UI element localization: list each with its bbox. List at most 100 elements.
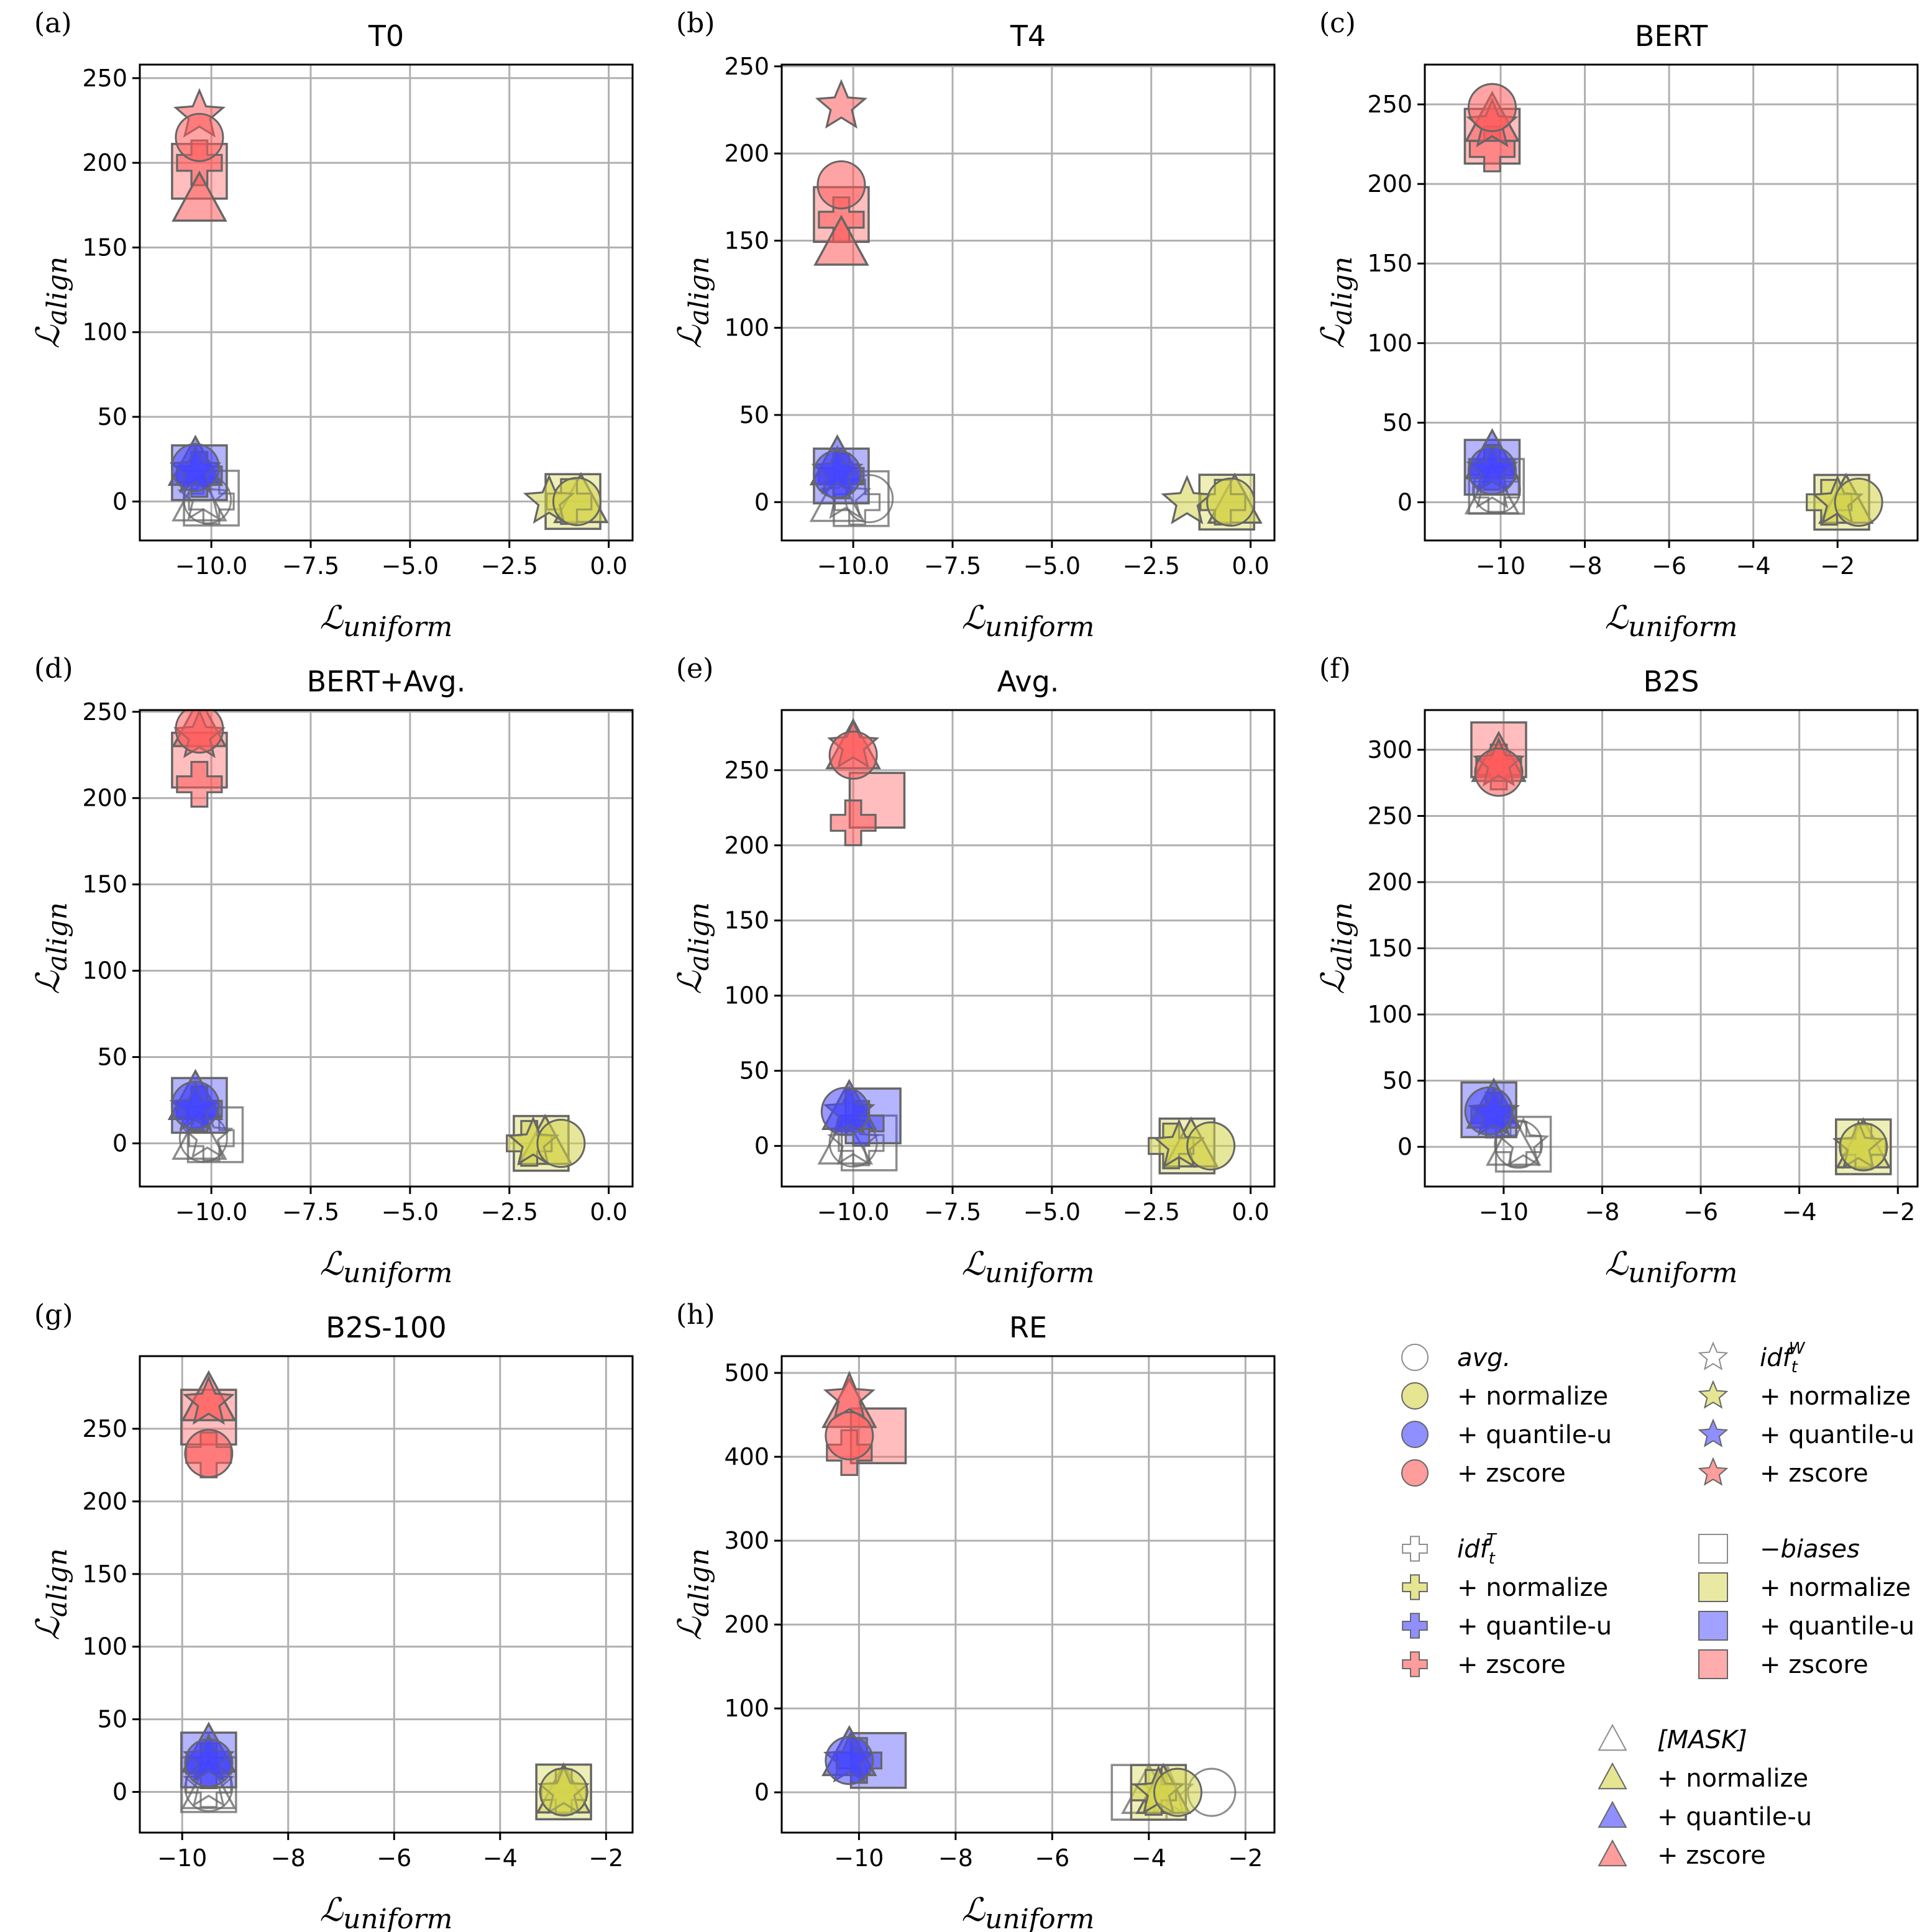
y-tick-label: 300 xyxy=(1367,736,1412,763)
legend-label: [MASK] xyxy=(1657,1726,1747,1754)
y-tick-label: 0 xyxy=(1397,489,1412,516)
x-tick-label: 0.0 xyxy=(590,1198,627,1226)
y-axis-label-sub: align xyxy=(684,902,715,971)
legend-label-main: + normalize xyxy=(1760,1382,1911,1411)
point-circle-yellow xyxy=(552,476,601,526)
y-tick-label: 50 xyxy=(98,1044,127,1071)
legend-label: −biases xyxy=(1760,1535,1860,1564)
x-tick-label: −5.0 xyxy=(1023,552,1081,580)
x-tick-label: −6 xyxy=(1652,552,1686,580)
x-tick-label: 0.0 xyxy=(1232,1198,1269,1226)
y-axis-label: ℒalign xyxy=(1315,257,1358,349)
y-axis-label: ℒalign xyxy=(672,1548,715,1640)
x-tick-label: −5.0 xyxy=(382,552,439,580)
legend-label-main: + quantile-u xyxy=(1760,1612,1914,1641)
point-circle-red xyxy=(175,710,224,754)
point-triangle-none xyxy=(172,470,227,522)
y-tick-label: 150 xyxy=(724,227,769,254)
y-tick-label: 150 xyxy=(82,234,127,261)
y-tick-label: 150 xyxy=(1367,250,1412,277)
x-tick-label: −7.5 xyxy=(282,552,339,580)
legend-marker-triangle-blue xyxy=(1598,1800,1627,1828)
legend-marker-triangle-red xyxy=(1598,1839,1627,1867)
y-axis-label: ℒalign xyxy=(30,902,73,994)
y-tick-label: 250 xyxy=(82,1415,127,1442)
y-axis-label-main: ℒ xyxy=(672,324,709,349)
x-axis-label-main: ℒ xyxy=(320,599,344,637)
y-tick-label: 150 xyxy=(1367,935,1412,962)
data-points xyxy=(1463,83,1883,531)
y-tick-label: 150 xyxy=(82,1561,127,1588)
point-circle-blue xyxy=(171,1080,221,1130)
x-axis-label-sub: uniform xyxy=(1628,1257,1737,1289)
y-axis-label-main: ℒ xyxy=(30,1616,67,1641)
y-axis-label-main: ℒ xyxy=(672,970,709,995)
x-tick-label: −4 xyxy=(1782,1198,1817,1226)
panel-letter: (d) xyxy=(34,653,73,685)
y-tick-label: 0 xyxy=(754,1779,769,1806)
point-circle-none xyxy=(1494,1119,1544,1169)
point-circle-blue xyxy=(820,1087,870,1136)
x-tick-label: −2 xyxy=(1228,1844,1263,1872)
point-circle-blue xyxy=(1467,445,1517,495)
y-tick-label: 100 xyxy=(82,957,127,985)
point-star-red xyxy=(815,79,867,129)
legend-marker-plus-none xyxy=(1402,1536,1428,1562)
y-tick-label: 200 xyxy=(82,785,127,812)
y-tick-label: 0 xyxy=(754,488,769,516)
x-axis-label: ℒuniform xyxy=(962,1892,1095,1932)
legend-label: + zscore xyxy=(1457,1459,1566,1488)
legend: avg.+ normalize+ quantile-u+ zscoreidftW… xyxy=(1401,1339,1914,1870)
panel-title: RE xyxy=(1009,1311,1047,1344)
data-points xyxy=(167,88,609,531)
x-tick-label: −7.5 xyxy=(924,552,981,580)
panel-a: −10.0 −7.5 −5.0 −2.5 0.0 0 50 100 150 200 250 T0 (a)… xyxy=(30,7,634,643)
point-triangle-red xyxy=(813,214,869,266)
point-circle-red xyxy=(184,1429,234,1479)
legend-label: + normalize xyxy=(1457,1382,1608,1411)
point-circle-yellow xyxy=(1186,1121,1236,1171)
legend-label-sup: W xyxy=(1789,1339,1806,1358)
y-tick-label: 200 xyxy=(82,1488,127,1515)
y-tick-label: 0 xyxy=(112,488,127,515)
point-circle-blue xyxy=(1464,1087,1514,1136)
legend-marker-plus-blue xyxy=(1402,1613,1428,1639)
y-axis-label-main: ℒ xyxy=(1315,970,1352,995)
point-circle-yellow xyxy=(1834,477,1883,527)
legend-label: + quantile-u xyxy=(1760,1421,1914,1449)
y-tick-label: 200 xyxy=(724,140,769,167)
panel-letter: (f) xyxy=(1319,653,1351,685)
legend-label: + quantile-u xyxy=(1457,1421,1612,1449)
x-tick-label: 0.0 xyxy=(1232,552,1269,580)
y-axis-label: ℒalign xyxy=(30,1548,73,1640)
y-tick-label: 100 xyxy=(1367,1001,1412,1028)
panel-g: −10 −8 −6 −4 −2 0 50 100 150 200 250 B2S-100 (g) ℒuni… xyxy=(30,1299,634,1932)
point-circle-red xyxy=(828,731,878,780)
panel-title: Avg. xyxy=(997,665,1059,698)
x-tick-label: −2.5 xyxy=(481,552,538,580)
y-axis-label: ℒalign xyxy=(30,257,73,349)
x-axis-label-main: ℒ xyxy=(1605,1246,1629,1283)
legend-label: + quantile-u xyxy=(1457,1612,1612,1641)
x-axis-label: ℒuniform xyxy=(320,1246,453,1289)
y-tick-label: 300 xyxy=(724,1527,769,1554)
y-tick-label: 100 xyxy=(724,1695,769,1722)
legend-label-main: [MASK] xyxy=(1657,1726,1747,1754)
y-tick-label: 150 xyxy=(724,907,769,934)
point-triangle-red xyxy=(172,170,227,222)
legend-marker-triangle-none xyxy=(1598,1723,1627,1751)
legend-label-main: + normalize xyxy=(1457,1382,1608,1411)
x-tick-label: −4 xyxy=(483,1844,518,1872)
x-axis-label-sub: uniform xyxy=(1628,611,1737,643)
point-plus-red xyxy=(830,799,877,847)
legend-marker-circle-red xyxy=(1401,1459,1429,1487)
legend-marker-star-yellow xyxy=(1698,1380,1729,1409)
point-circle-blue xyxy=(825,1736,874,1785)
x-tick-label: −2.5 xyxy=(1123,552,1180,580)
point-circle-red xyxy=(1474,747,1524,797)
legend-label-main: + zscore xyxy=(1457,1459,1566,1488)
panel-d: −10.0 −7.5 −5.0 −2.5 0.0 0 50 100 150 200 250 BERT+… xyxy=(30,653,634,1289)
x-axis-label-main: ℒ xyxy=(962,599,986,637)
x-tick-label: −5.0 xyxy=(1023,1198,1081,1226)
